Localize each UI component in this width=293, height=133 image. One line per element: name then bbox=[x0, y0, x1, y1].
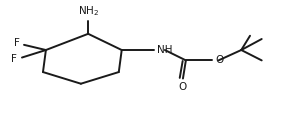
Text: NH$_2$: NH$_2$ bbox=[78, 4, 99, 18]
Text: F: F bbox=[14, 38, 20, 48]
Text: O: O bbox=[215, 55, 223, 65]
Text: NH: NH bbox=[157, 45, 172, 55]
Text: F: F bbox=[11, 54, 17, 64]
Text: O: O bbox=[179, 82, 187, 92]
